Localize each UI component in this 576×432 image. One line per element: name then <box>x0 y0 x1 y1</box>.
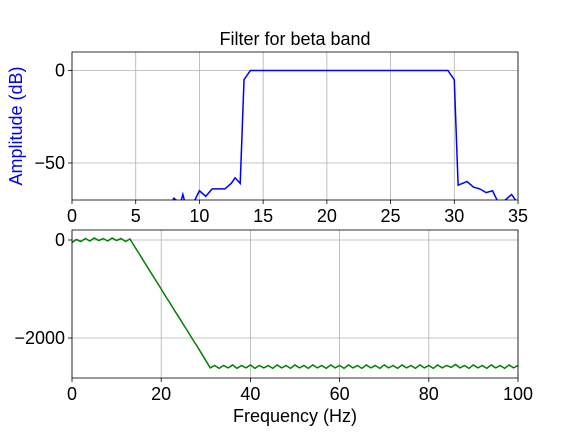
y-tick-label: −50 <box>34 153 65 173</box>
x-tick-label: 30 <box>444 206 464 226</box>
y-tick-label: 0 <box>55 61 65 81</box>
y-tick-label: 0 <box>55 230 65 250</box>
x-tick-label: 100 <box>503 384 533 404</box>
x-tick-label: 0 <box>67 206 77 226</box>
x-tick-label: 80 <box>419 384 439 404</box>
x-tick-label: 10 <box>189 206 209 226</box>
x-tick-label: 25 <box>381 206 401 226</box>
x-tick-label: 5 <box>131 206 141 226</box>
axes-frame <box>71 51 519 201</box>
y-axis-label: Amplitude (dB) <box>6 66 26 185</box>
x-tick-label: 20 <box>151 384 171 404</box>
x-tick-label: 20 <box>317 206 337 226</box>
line <box>72 237 518 370</box>
x-tick-label: 40 <box>240 384 260 404</box>
x-tick-label: 35 <box>508 206 528 226</box>
x-tick-label: 60 <box>330 384 350 404</box>
axes-frame <box>71 229 519 379</box>
x-tick-label: 15 <box>253 206 273 226</box>
x-tick-label: 0 <box>67 384 77 404</box>
line <box>172 69 517 200</box>
x-axis-label: Frequency (Hz) <box>233 406 357 426</box>
y-tick-label: −2000 <box>14 328 65 348</box>
chart-title: Filter for beta band <box>219 29 370 49</box>
